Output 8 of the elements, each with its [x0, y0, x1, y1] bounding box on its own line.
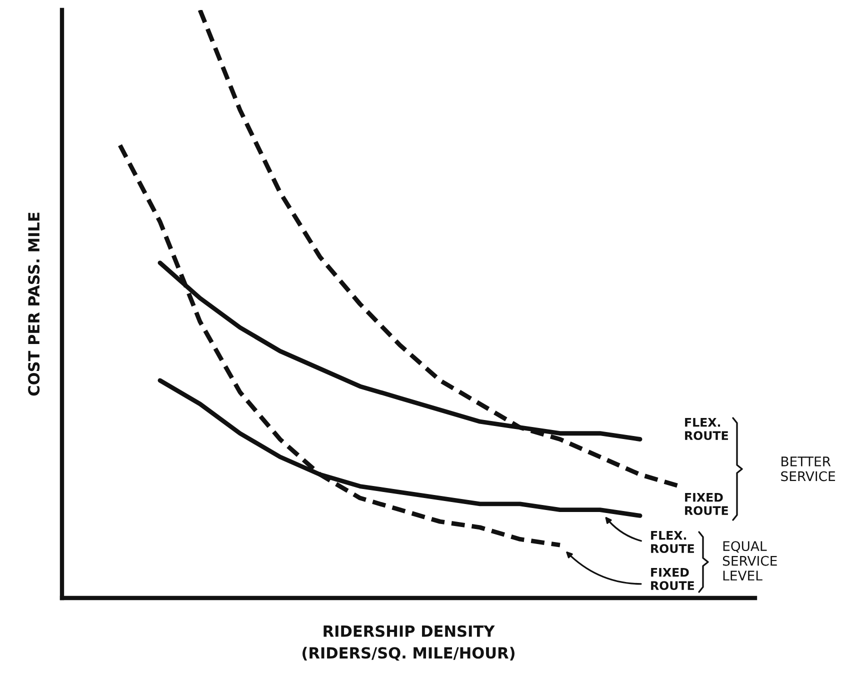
series-label: FLEX. ROUTE: [651, 531, 694, 554]
series-label: FIXED ROUTE: [685, 493, 728, 516]
text: FIXED ROUTE: [651, 568, 694, 590]
text: FLEX. ROUTE: [685, 418, 728, 440]
annotation: EQUAL SERVICE LEVEL: [722, 541, 777, 580]
x-axis-title: RIDERSHIP DENSITY (RIDERS/SQ. MILE/HOUR): [302, 625, 514, 661]
text: BETTER SERVICE: [781, 456, 836, 482]
y-axis-title: COST PER PASS. MILE: [28, 212, 40, 396]
